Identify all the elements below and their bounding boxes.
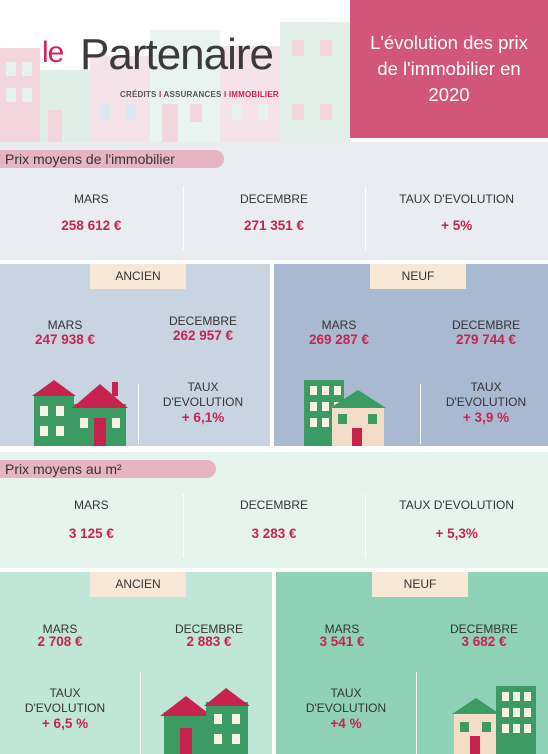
summary-value: + 5%: [441, 218, 473, 233]
taux-label-line2: D'EVOLUTION: [305, 701, 387, 715]
summary-value: 3 283 €: [251, 526, 297, 541]
tagline-separator: I: [223, 90, 227, 99]
taux-label: TAUX D'EVOLUTION: [430, 380, 542, 410]
section2-summary-row: MARS 3 125 € DECEMBRE 3 283 € TAUX D'EVO…: [0, 486, 548, 566]
taux-value: + 6,1%: [181, 410, 225, 425]
panel-tag-ancien: ANCIEN: [90, 264, 186, 289]
taux-label-line1: TAUX: [187, 380, 219, 394]
decembre-value: 3 682 €: [461, 634, 507, 649]
taux-value: + 6,5 %: [41, 716, 89, 731]
decembre-label: DECEMBRE: [168, 314, 237, 328]
new-building-icon: [452, 686, 536, 754]
logo-name: Partenaire: [80, 30, 274, 79]
taux-label-line1: TAUX: [49, 686, 81, 700]
tagline-assurances: ASSURANCES: [163, 90, 222, 99]
summary-label: TAUX D'EVOLUTION: [399, 498, 515, 512]
mars-label: MARS: [47, 318, 83, 332]
header-banner: le Partenaire CRÉDITS I ASSURANCES I IMM…: [0, 0, 548, 142]
taux-label-line2: D'EVOLUTION: [24, 701, 106, 715]
panel-tag-ancien: ANCIEN: [90, 572, 186, 597]
old-house-icon: [160, 688, 250, 754]
summary-cell-taux: TAUX D'EVOLUTION + 5%: [365, 178, 548, 258]
decembre-value: 262 957 €: [172, 328, 234, 343]
section1-neuf-panel: NEUF MARS 269 287 € DECEMBRE 279 744 € T…: [274, 264, 548, 446]
summary-cell-mars: MARS 3 125 €: [0, 486, 183, 566]
taux-value: + 3,9 %: [462, 410, 510, 425]
summary-label: TAUX D'EVOLUTION: [399, 192, 515, 206]
taux-label: TAUX D'EVOLUTION: [148, 380, 258, 410]
old-house-icon: [32, 380, 128, 446]
decembre-label: DECEMBRE: [451, 318, 520, 332]
section2-summary-area: Prix moyens au m² MARS 3 125 € DECEMBRE …: [0, 452, 548, 568]
summary-cell-taux: TAUX D'EVOLUTION + 5,3%: [365, 486, 548, 566]
building-backdrop-illustration: [0, 22, 350, 142]
divider: [140, 672, 141, 754]
taux-label: TAUX D'EVOLUTION: [10, 686, 120, 716]
decembre-label: DECEMBRE: [174, 622, 243, 636]
tagline-credits: CRÉDITS: [120, 90, 157, 99]
mars-value: 3 541 €: [319, 634, 365, 649]
mars-value: 247 938 €: [34, 332, 96, 347]
mars-value: 269 287 €: [308, 332, 370, 347]
panel-tag-neuf: NEUF: [372, 572, 468, 597]
summary-value: + 5,3%: [435, 526, 478, 541]
summary-value: 271 351 €: [243, 218, 305, 233]
taux-label-line2: D'EVOLUTION: [445, 395, 527, 409]
summary-label: DECEMBRE: [240, 192, 309, 206]
summary-value: 258 612 €: [61, 218, 122, 233]
section2-ancien-panel: ANCIEN MARS 2 708 € DECEMBRE 2 883 € TAU…: [0, 572, 272, 754]
tagline-separator: I: [158, 90, 162, 99]
summary-cell-decembre: DECEMBRE 3 283 €: [182, 486, 366, 566]
taux-label-line1: TAUX: [470, 380, 502, 394]
tagline-immobilier: IMMOBILIER: [228, 90, 279, 99]
summary-label: DECEMBRE: [240, 498, 309, 512]
summary-cell-decembre: DECEMBRE 271 351 €: [182, 178, 366, 258]
logo-prefix: le: [42, 36, 64, 69]
divider: [138, 384, 139, 444]
decembre-value: 279 744 €: [455, 332, 517, 347]
section2-heading: Prix moyens au m²: [0, 460, 216, 478]
section2-neuf-panel: NEUF MARS 3 541 € DECEMBRE 3 682 € TAUX …: [276, 572, 548, 754]
divider: [416, 672, 417, 754]
summary-label: MARS: [74, 192, 109, 206]
taux-value: +4 %: [330, 716, 362, 731]
mars-value: 2 708 €: [37, 634, 83, 649]
section1-summary-row: MARS 258 612 € DECEMBRE 271 351 € TAUX D…: [0, 178, 548, 258]
panel-tag-neuf: NEUF: [370, 264, 466, 289]
taux-label-line1: TAUX: [330, 686, 362, 700]
page-title: L'évolution des prix de l'immobilier en …: [350, 0, 548, 138]
section1-summary-area: Prix moyens de l'immobilier MARS 258 612…: [0, 142, 548, 260]
decembre-value: 2 883 €: [186, 634, 232, 649]
mars-label: MARS: [324, 622, 360, 636]
divider: [420, 384, 421, 444]
summary-cell-mars: MARS 258 612 €: [0, 178, 183, 258]
summary-value: 3 125 €: [68, 526, 114, 541]
mars-label: MARS: [42, 622, 78, 636]
section1-heading: Prix moyens de l'immobilier: [0, 150, 224, 168]
section1-ancien-panel: ANCIEN MARS 247 938 € DECEMBRE 262 957 €…: [0, 264, 270, 446]
taux-label-line2: D'EVOLUTION: [162, 395, 244, 409]
logo-tagline: CRÉDITS I ASSURANCES I IMMOBILIER: [120, 90, 279, 99]
mars-label: MARS: [321, 318, 357, 332]
decembre-label: DECEMBRE: [449, 622, 518, 636]
taux-label: TAUX D'EVOLUTION: [286, 686, 406, 716]
summary-label: MARS: [74, 498, 109, 512]
new-building-icon: [304, 380, 386, 446]
